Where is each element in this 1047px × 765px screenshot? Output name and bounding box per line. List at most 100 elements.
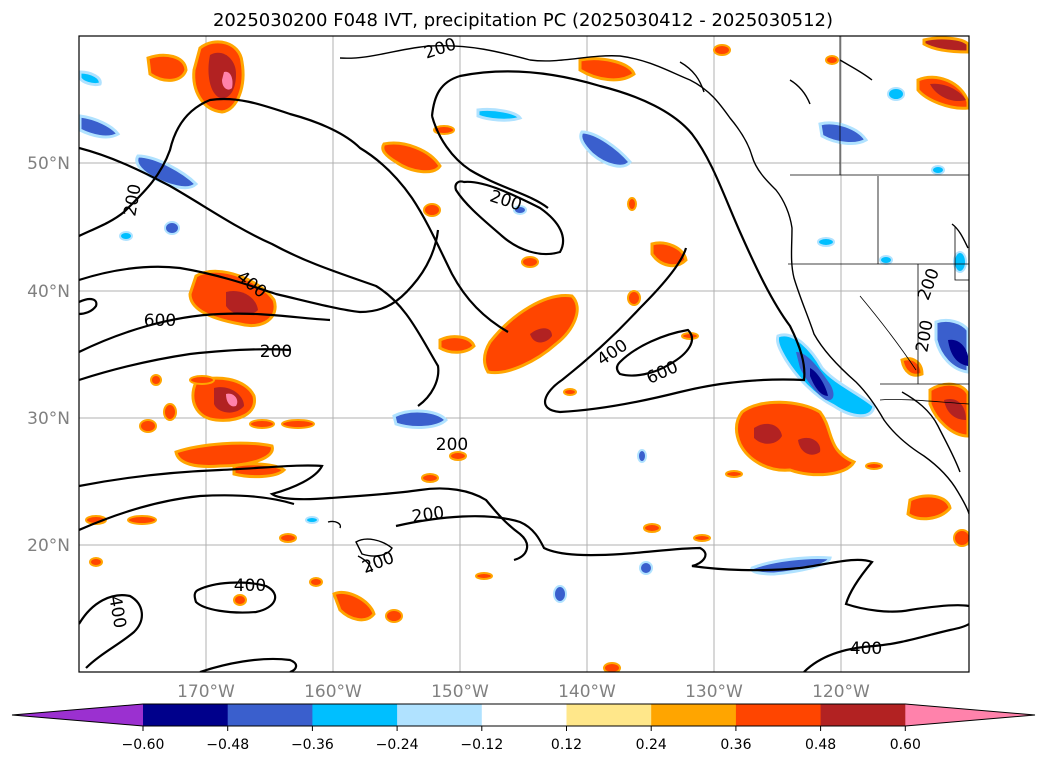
x-tick-label: 120°W <box>812 682 870 702</box>
colorbar-bin <box>312 704 398 726</box>
positive-anomaly-speck <box>521 256 539 268</box>
x-tick-label: 140°W <box>558 682 616 702</box>
positive-anomaly-speck <box>449 451 467 461</box>
negative-anomaly-speck <box>931 165 945 175</box>
colorbar-tick-label: −0.24 <box>376 737 419 753</box>
positive-anomaly-speck <box>643 523 661 533</box>
colorbar-bin <box>651 704 737 726</box>
positive-anomaly-speck <box>627 290 641 306</box>
negative-anomaly-core <box>948 339 968 366</box>
positive-anomaly-speck <box>475 572 493 580</box>
y-tick-label: 20°N <box>27 536 70 556</box>
ivt-contour-label: 400 <box>234 576 266 596</box>
positive-anomaly-speck <box>163 403 177 421</box>
colorbar-bin <box>566 704 652 726</box>
negative-anomaly-area <box>476 108 523 122</box>
negative-anomaly-speck <box>887 87 905 101</box>
negative-anomaly-speck <box>553 585 567 603</box>
positive-anomaly-speck <box>249 419 275 429</box>
positive-anomaly-speck <box>421 473 439 483</box>
negative-anomaly-speck <box>119 231 133 241</box>
negative-anomaly-area <box>579 130 632 168</box>
precip-anomaly-fill <box>79 36 969 672</box>
x-tick-label: 150°W <box>431 682 489 702</box>
negative-anomaly-peak <box>810 368 828 396</box>
ivt-contour-label: 200 <box>436 435 468 455</box>
colorbar-bin <box>143 704 229 726</box>
map-frame <box>78 35 970 673</box>
y-axis-ticks: 20°N 30°N 40°N 50°N <box>27 154 70 556</box>
x-tick-label: 130°W <box>685 682 743 702</box>
positive-anomaly-area <box>900 357 924 377</box>
negative-anomaly-speck <box>879 255 893 265</box>
ivt-contour-label: 600 <box>144 311 176 331</box>
positive-anomaly-area <box>438 335 476 354</box>
colorbar-tick-label: 0.48 <box>805 737 836 753</box>
ivt-contour-label: 400 <box>850 639 882 659</box>
positive-anomaly-speck <box>423 203 441 217</box>
colorbar-bin <box>397 704 483 726</box>
positive-anomaly-speck <box>309 577 323 587</box>
positive-anomaly-area <box>578 57 636 82</box>
positive-anomaly-speck <box>189 375 215 385</box>
positive-anomaly-speck <box>233 594 247 606</box>
positive-anomaly-speck <box>150 374 162 386</box>
positive-anomaly-peak <box>226 393 238 407</box>
y-tick-label: 50°N <box>27 154 70 174</box>
positive-anomaly-speck <box>713 44 731 56</box>
negative-anomaly-speck <box>637 449 647 463</box>
positive-anomaly-area <box>381 141 442 174</box>
colorbar-tick-label: 0.60 <box>890 737 921 753</box>
positive-anomaly-core <box>798 437 821 455</box>
negative-anomaly-area <box>135 154 199 190</box>
colorbar-extend-min <box>12 704 143 726</box>
colorbar-tick-label: −0.48 <box>206 737 249 753</box>
positive-anomaly-speck <box>825 55 839 65</box>
positive-anomaly-speck <box>563 388 577 396</box>
negative-anomaly-area <box>818 121 869 145</box>
positive-anomaly-speck <box>89 557 103 567</box>
positive-anomaly-speck <box>281 419 315 429</box>
political-borders <box>788 36 969 405</box>
ivt-contour-label: 200 <box>411 503 446 527</box>
positive-anomaly-speck <box>725 470 743 478</box>
colorbar-bin <box>820 704 906 726</box>
negative-anomaly-speck <box>513 205 527 215</box>
negative-anomaly-area <box>392 409 449 429</box>
positive-anomaly-speck <box>385 609 403 623</box>
positive-anomaly-core <box>754 423 782 444</box>
y-tick-label: 30°N <box>27 409 70 429</box>
positive-anomaly-speck <box>627 197 637 211</box>
negative-anomaly-speck <box>817 237 835 247</box>
positive-anomaly-speck <box>279 533 297 543</box>
positive-anomaly-core <box>226 290 258 315</box>
figure-title: 2025030200 F048 IVT, precipitation PC (2… <box>213 10 833 31</box>
positive-anomaly-speck <box>693 534 711 542</box>
y-tick-label: 40°N <box>27 282 70 302</box>
x-tick-label: 170°W <box>177 682 235 702</box>
positive-anomaly-area <box>146 53 188 82</box>
positive-anomaly-area <box>922 36 969 54</box>
positive-anomaly-area <box>734 400 857 477</box>
colorbar-extend-max <box>905 704 1035 726</box>
colorbar-tick-label: 0.24 <box>636 737 667 753</box>
positive-anomaly-peak <box>222 71 233 90</box>
ivt-contour-label: 200 <box>260 342 292 362</box>
positive-anomaly-area <box>906 494 952 521</box>
ivt-contours <box>79 70 969 672</box>
colorbar-tick-label: −0.36 <box>291 737 334 753</box>
negative-anomaly-speck <box>164 221 180 235</box>
colorbar-bin <box>481 704 567 726</box>
positive-anomaly-speck <box>603 662 621 672</box>
positive-anomaly-core <box>930 83 966 102</box>
negative-anomaly-speck <box>639 561 653 575</box>
positive-anomaly-speck <box>127 515 157 525</box>
positive-anomaly-speck <box>953 529 969 547</box>
coastlines <box>327 44 969 573</box>
negative-anomaly-area <box>79 114 121 139</box>
positive-anomaly-speck <box>865 462 883 470</box>
x-axis-ticks: 170°W 160°W 150°W 140°W 130°W 120°W <box>177 682 870 702</box>
colorbar-tick-label: 0.36 <box>720 737 751 753</box>
negative-anomaly-speck <box>305 516 319 524</box>
